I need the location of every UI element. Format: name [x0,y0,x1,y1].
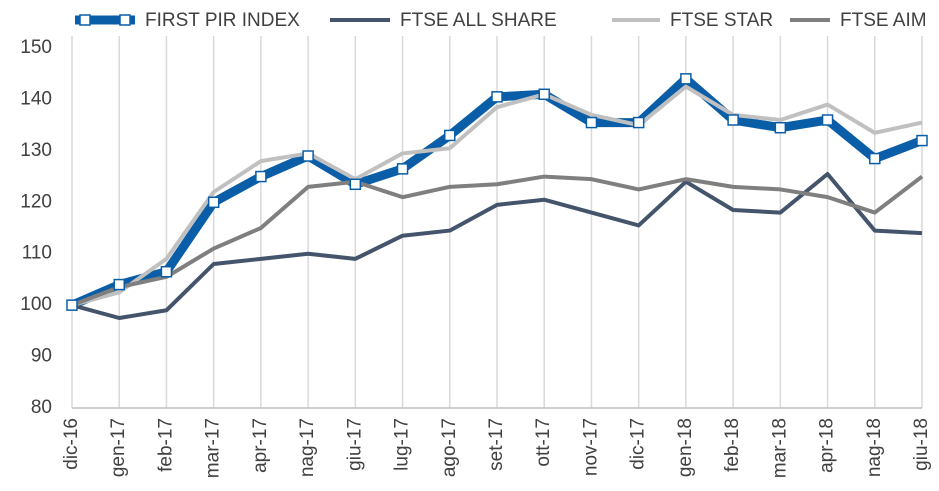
x-tick-label: dic-17 [628,418,649,470]
marker [349,178,362,191]
legend-marker [79,14,91,26]
x-tick-label: nag-17 [297,418,318,477]
series-line [71,172,923,320]
marker [585,116,598,129]
x-tick-label: lug-17 [392,418,413,471]
series-line [71,174,924,308]
marker [160,265,173,278]
marker [774,121,787,134]
x-tick-label: giu-17 [344,418,365,471]
y-tick-label: 110 [22,243,52,264]
x-tick-label: gen-18 [675,418,696,477]
x-tick-label: gen-17 [108,418,129,477]
x-tick-label: apr-18 [817,418,838,473]
marker [916,134,928,147]
marker [207,196,220,209]
x-tick-label: ago-17 [439,418,460,477]
legend-label: FTSE ALL SHARE [400,10,557,31]
marker [66,299,78,311]
marker [444,129,456,142]
x-tick-label: feb-17 [155,418,176,472]
x-tick-label: ott-17 [533,418,554,467]
y-tick-label: 100 [20,294,52,315]
x-tick-label: apr-17 [250,418,271,473]
y-tick-label: 140 [20,88,52,109]
marker [821,114,834,126]
marker [396,163,409,175]
y-tick-label: 150 [20,37,52,58]
y-tick-label: 130 [20,140,52,161]
x-tick-label: mar-17 [203,418,224,478]
legend-label: FTSE STAR [670,10,773,31]
marker [869,152,881,165]
x-tick-label: nov-17 [580,418,601,476]
legend-marker [119,14,131,26]
marker [302,150,314,162]
y-tick-label: 120 [20,191,52,212]
x-tick-label: set-17 [486,418,507,471]
x-tick-label: dic-16 [61,418,82,470]
series-line [71,84,923,308]
legend-label: FTSE AIM [840,10,927,31]
marker [255,170,267,183]
x-tick-label: mar-18 [769,418,790,478]
legend-label: FIRST PIR INDEX [145,10,300,31]
marker [113,278,125,291]
marker [632,116,645,129]
y-tick-label: 80 [31,397,52,418]
x-tick-label: feb-18 [722,418,743,472]
marker [538,88,550,101]
marker [680,73,692,85]
marker [727,114,739,126]
y-tick-label: 90 [31,346,52,367]
x-tick-label: nag-18 [864,418,885,477]
x-tick-label: giu-18 [911,418,932,471]
marker [491,91,503,103]
